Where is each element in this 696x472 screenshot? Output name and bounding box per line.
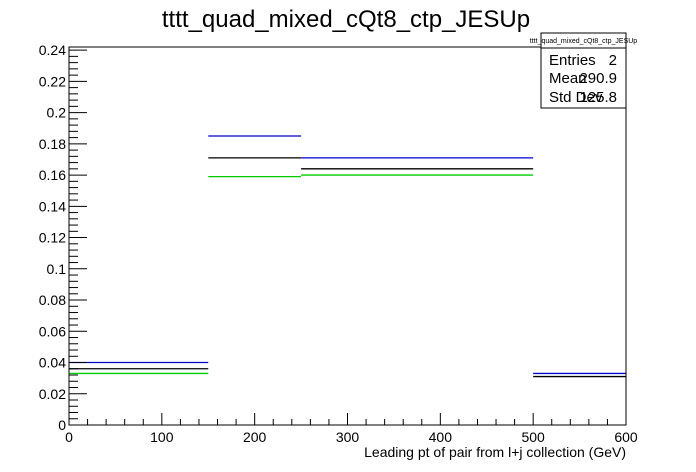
y-tick-label: 0.12 bbox=[39, 230, 66, 246]
stats-box-title: tttt_quad_mixed_cQt8_ctp_JESUp bbox=[530, 38, 638, 45]
y-tick-label: 0.22 bbox=[39, 73, 66, 89]
y-tick-label: 0.14 bbox=[39, 198, 66, 214]
y-tick-label: 0.2 bbox=[47, 105, 67, 121]
y-tick-label: 0.08 bbox=[39, 292, 66, 308]
stats-mean-label: Mean bbox=[549, 70, 587, 87]
stats-mean-value: 290.9 bbox=[579, 70, 617, 87]
y-tick-label: 0 bbox=[58, 417, 66, 433]
y-tick-label: 0.24 bbox=[39, 42, 66, 58]
stats-entries-label: Entries bbox=[549, 52, 596, 69]
y-tick-label: 0.1 bbox=[47, 261, 67, 277]
x-tick-label: 500 bbox=[521, 429, 545, 445]
x-tick-label: 0 bbox=[65, 429, 73, 445]
y-tick-label: 0.04 bbox=[39, 355, 66, 371]
chart-title: tttt_quad_mixed_cQt8_ctp_JESUp bbox=[162, 6, 530, 33]
x-tick-label: 400 bbox=[429, 429, 453, 445]
y-tick-label: 0.02 bbox=[39, 386, 66, 402]
stats-box: tttt_quad_mixed_cQt8_ctp_JESUp Entries 2… bbox=[530, 32, 638, 109]
x-tick-label: 200 bbox=[243, 429, 267, 445]
stats-stddev-value: 125.8 bbox=[579, 89, 617, 106]
x-tick-label: 600 bbox=[614, 429, 638, 445]
x-tick-label: 300 bbox=[336, 429, 360, 445]
y-tick-label: 0.06 bbox=[39, 323, 66, 339]
stats-entries-value: 2 bbox=[609, 52, 617, 69]
plot-frame bbox=[68, 46, 627, 426]
stats-stddev-label: Std Dev bbox=[549, 89, 603, 106]
y-tick-label: 0.16 bbox=[39, 167, 66, 183]
y-tick-label: 0.18 bbox=[39, 136, 66, 152]
x-axis-label: Leading pt of pair from l+j collection (… bbox=[364, 444, 626, 460]
series-layer bbox=[69, 135, 626, 378]
x-tick-label: 100 bbox=[150, 429, 174, 445]
axis-layer: 0 100 200 300 400 500 600 0 0.02 0.04 0.06 0.08 0.1 0… bbox=[39, 42, 638, 445]
